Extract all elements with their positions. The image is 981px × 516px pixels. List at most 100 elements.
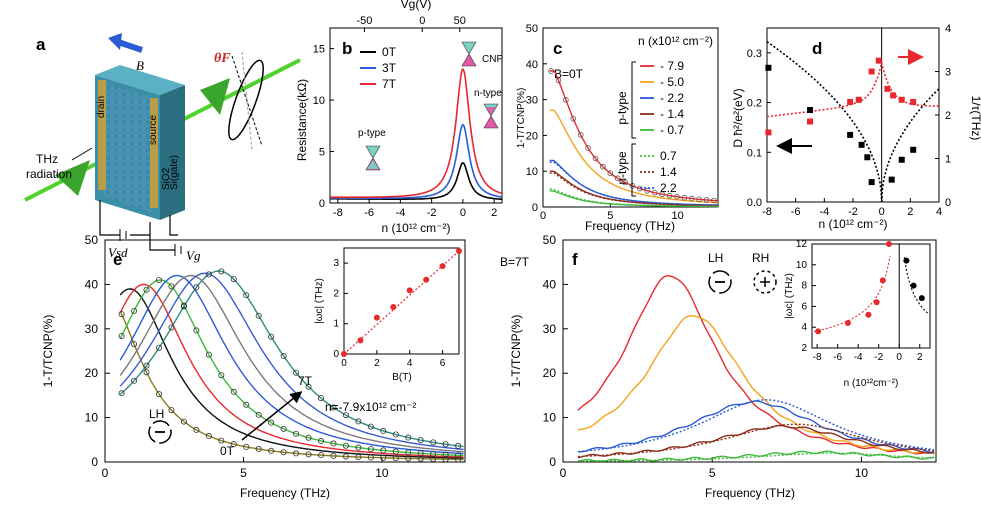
c-fit-marker [666, 192, 673, 199]
c-ytick-label: 0 [532, 202, 538, 214]
e-fit-marker [330, 452, 337, 459]
ptype-label: p-type [358, 128, 386, 139]
ei-point [357, 337, 364, 344]
fi-electron-point [918, 295, 925, 302]
panel-c-ptype-label: p-type [615, 91, 629, 125]
ei-xtick-label: 0 [341, 358, 347, 369]
f-xtick-label: 5 [709, 466, 716, 480]
e-ytick-label: 10 [85, 411, 99, 425]
f-ytick-label: 10 [543, 411, 557, 425]
c-ytick-label: 30 [526, 95, 538, 107]
e-fit-marker [380, 454, 387, 461]
e-fit-marker [367, 446, 374, 453]
b-field-arrowhead [108, 33, 122, 50]
graphene-lattice [103, 82, 152, 212]
e-fit-marker [293, 369, 300, 376]
e-fit-marker [193, 426, 200, 433]
ntype-label: n-type [474, 88, 502, 99]
c-ytick-label: 20 [526, 130, 538, 142]
f-series--2.2 [577, 400, 935, 454]
ei-point [341, 351, 347, 357]
field-high-label: 7T [298, 374, 313, 388]
d-ytick-left-label: 0.2 [747, 98, 762, 110]
panel-b-top-axis-label: Vg(V) [401, 0, 432, 11]
f-ytick-label: 50 [543, 233, 557, 247]
c-fit-marker [659, 191, 665, 198]
ei-ytick-label: 3 [333, 258, 339, 269]
fi-hole-point [815, 328, 822, 335]
d-drude-point [910, 146, 917, 153]
e-fit-marker [143, 286, 150, 293]
c-legend-label: 2.2 [660, 181, 677, 195]
d-ytick-left-label: 0.0 [747, 197, 762, 209]
b-ytick-label: 10 [313, 95, 325, 107]
panel-d-drude: d -8 -6 -4 -2 0 2 4 0.0 0.1 0.2 0.3 0 1 2 3 4 n (10¹² c… [731, 23, 981, 231]
d-xtick-label: 2 [907, 206, 913, 218]
beam-cone-right [200, 78, 230, 115]
fi-hole-point [844, 320, 851, 327]
e-fit-marker [230, 441, 237, 448]
panel-a-schematic: a drain source Si(gate) SiO2 B θF THz ra… [24, 33, 301, 263]
d-drude-point [765, 64, 772, 71]
oxide-label: SiO2 [161, 167, 172, 190]
e-fit-marker [405, 455, 412, 462]
d-scattering-point [910, 98, 917, 105]
d-drude-point [868, 179, 875, 186]
d-scattering-point [890, 92, 897, 99]
fi-hole-point [879, 277, 886, 284]
e-fit-marker [367, 423, 374, 430]
e-fit-marker [268, 419, 275, 426]
fi-hole-point [873, 299, 880, 306]
c-fit-marker [555, 77, 562, 84]
fi-hole-point [865, 311, 872, 318]
c-fit-marker [688, 195, 695, 202]
f-xtick-label: 0 [560, 466, 567, 480]
c-fit-marker [629, 183, 636, 189]
c-fit-marker [607, 170, 614, 177]
c-fit-marker [622, 179, 628, 186]
inset-e-y-axis-label: |ωc| (THz) [314, 278, 325, 324]
e-xtick-label: 5 [240, 466, 247, 480]
c-series--7.9 [549, 70, 719, 202]
c-fit-marker [592, 155, 599, 162]
c-fit-marker [644, 188, 651, 194]
panel-label-e: e [113, 250, 122, 269]
panel-label-a: a [36, 35, 46, 54]
d-ytick-right-label: 2 [945, 110, 951, 122]
e-fit-marker [243, 443, 250, 450]
fi-electron-point [903, 257, 910, 264]
e-ytick-label: 30 [85, 322, 99, 336]
e-fit-marker [193, 284, 200, 291]
ptype-bracket [631, 61, 636, 139]
c-xtick-label: 5 [607, 210, 613, 222]
e-fit-marker [455, 452, 462, 459]
inset-f-y-axis-label: |ωc| (THz) [784, 273, 795, 319]
f-ytick-label: 30 [543, 322, 557, 336]
field-low-label: 0T [220, 444, 235, 458]
panel-f-x-axis-label: Frequency (THz) [705, 486, 795, 500]
panel-f-frame [562, 239, 937, 463]
e-fit-marker [280, 425, 287, 432]
d-drude-point [847, 131, 854, 138]
fi-xtick-label: -6 [833, 352, 842, 363]
e-ytick-label: 20 [85, 366, 99, 380]
ei-ytick-label: 2 [333, 288, 339, 299]
panel-c-y-axis-label: 1-T/TCNP(%) [516, 88, 527, 149]
fi-xtick-label: 2 [917, 352, 923, 363]
c-ytick-label: 40 [526, 59, 538, 71]
c-legend-label: - 1.4 [660, 107, 684, 121]
e-xtick-label: 0 [102, 466, 109, 480]
ei-point [390, 304, 397, 311]
panel-b-frame [329, 27, 503, 204]
e-fit-marker [405, 434, 412, 441]
f-series--1.4 [577, 424, 935, 459]
panel-f-title: B=7T [500, 255, 530, 269]
c-series-0.7 [549, 188, 718, 208]
c-legend-label: - 0.7 [660, 123, 684, 137]
d-xtick-label: -2 [848, 206, 858, 218]
e-fit-marker [442, 456, 449, 463]
thz-label-1: THz [36, 152, 58, 166]
fi-ytick-label: 10 [796, 260, 808, 271]
